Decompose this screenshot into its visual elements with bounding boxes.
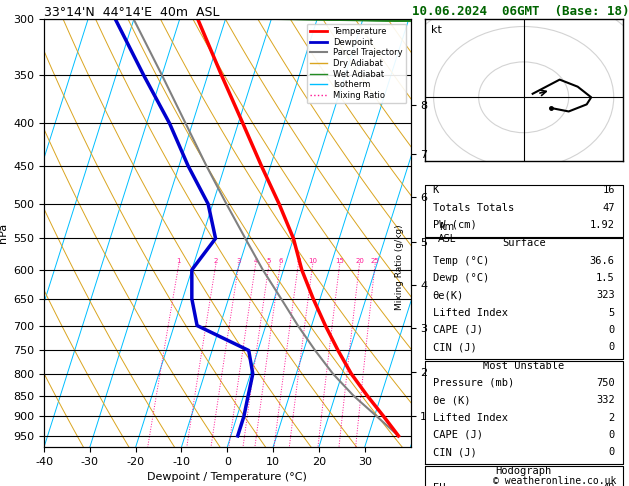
Y-axis label: km
ASL: km ASL [438, 223, 456, 244]
Y-axis label: hPa: hPa [0, 223, 8, 243]
Text: CIN (J): CIN (J) [433, 447, 476, 457]
Text: 8: 8 [296, 258, 301, 264]
X-axis label: Dewpoint / Temperature (°C): Dewpoint / Temperature (°C) [147, 472, 307, 483]
Text: 4: 4 [253, 258, 258, 264]
Text: 1.92: 1.92 [590, 220, 615, 230]
Text: Pressure (mb): Pressure (mb) [433, 378, 514, 388]
Text: 0: 0 [608, 342, 615, 352]
Text: CAPE (J): CAPE (J) [433, 430, 482, 440]
Text: 0: 0 [608, 447, 615, 457]
Text: K: K [433, 185, 439, 195]
Text: PW (cm): PW (cm) [433, 220, 476, 230]
Text: 323: 323 [596, 290, 615, 300]
Text: Most Unstable: Most Unstable [483, 361, 564, 371]
Text: © weatheronline.co.uk: © weatheronline.co.uk [493, 476, 616, 486]
Text: θe(K): θe(K) [433, 290, 464, 300]
Text: 0: 0 [608, 430, 615, 440]
Text: 49: 49 [603, 483, 615, 486]
Text: θe (K): θe (K) [433, 395, 470, 405]
Text: 6: 6 [278, 258, 282, 264]
Text: 36.6: 36.6 [590, 256, 615, 266]
Text: 1: 1 [177, 258, 181, 264]
Text: 10.06.2024  06GMT  (Base: 18): 10.06.2024 06GMT (Base: 18) [412, 4, 629, 17]
Text: kt: kt [431, 25, 442, 35]
Text: 2: 2 [608, 413, 615, 422]
Text: 332: 332 [596, 395, 615, 405]
Text: Lifted Index: Lifted Index [433, 413, 508, 422]
Text: 10: 10 [308, 258, 317, 264]
Legend: Temperature, Dewpoint, Parcel Trajectory, Dry Adiabat, Wet Adiabat, Isotherm, Mi: Temperature, Dewpoint, Parcel Trajectory… [307, 24, 406, 103]
Text: Surface: Surface [502, 239, 545, 248]
Text: Dewp (°C): Dewp (°C) [433, 273, 489, 283]
Text: CIN (J): CIN (J) [433, 342, 476, 352]
Text: 25: 25 [370, 258, 379, 264]
Text: Lifted Index: Lifted Index [433, 308, 508, 317]
Text: 15: 15 [335, 258, 344, 264]
Text: CAPE (J): CAPE (J) [433, 325, 482, 335]
Text: 20: 20 [355, 258, 364, 264]
Text: 2: 2 [214, 258, 218, 264]
Text: 5: 5 [267, 258, 271, 264]
Text: 750: 750 [596, 378, 615, 388]
Text: Hodograph: Hodograph [496, 466, 552, 476]
Text: 33°14'N  44°14'E  40m  ASL: 33°14'N 44°14'E 40m ASL [44, 6, 220, 19]
Text: Mixing Ratio (g/kg): Mixing Ratio (g/kg) [395, 225, 404, 310]
Text: 0: 0 [608, 325, 615, 335]
Text: Temp (°C): Temp (°C) [433, 256, 489, 266]
Text: 16: 16 [603, 185, 615, 195]
Text: 3: 3 [237, 258, 241, 264]
Text: EH: EH [433, 483, 445, 486]
Text: 1.5: 1.5 [596, 273, 615, 283]
Text: Totals Totals: Totals Totals [433, 203, 514, 212]
Text: 47: 47 [603, 203, 615, 212]
Text: 5: 5 [608, 308, 615, 317]
